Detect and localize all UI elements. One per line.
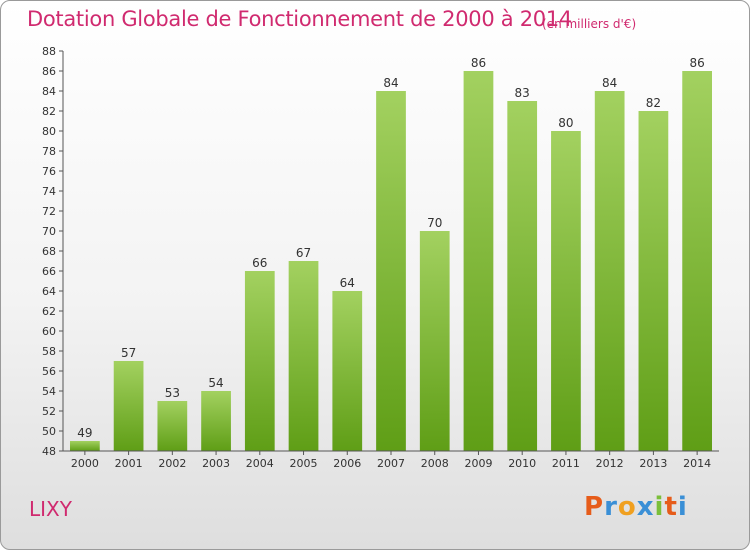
x-tick-label: 2011 <box>552 457 580 470</box>
bar-value-label: 64 <box>340 276 355 290</box>
bar-value-label: 57 <box>121 346 136 360</box>
bars: 49 57 53 54 66 67 64 84 70 86 83 80 84 82 86 <box>69 56 713 451</box>
bar-value-label: 84 <box>602 76 617 90</box>
bar-value-label: 82 <box>646 96 661 110</box>
x-tick-label: 2000 <box>71 457 99 470</box>
bar <box>682 71 713 451</box>
bar-value-label: 49 <box>77 426 92 440</box>
bar <box>594 91 625 451</box>
bar <box>288 261 319 451</box>
y-tick-label: 50 <box>42 425 56 438</box>
commune-name: LIXY <box>29 497 72 521</box>
y-tick-label: 86 <box>42 65 56 78</box>
logo-letter: i <box>654 492 665 522</box>
y-tick-label: 78 <box>42 145 56 158</box>
bar <box>638 111 669 451</box>
bar <box>332 291 363 451</box>
y-tick-label: 62 <box>42 305 56 318</box>
bar-value-label: 86 <box>689 56 704 70</box>
y-tick-label: 68 <box>42 245 56 258</box>
bar-value-label: 80 <box>558 116 573 130</box>
y-tick-label: 60 <box>42 325 56 338</box>
x-tick-label: 2010 <box>508 457 536 470</box>
x-tick-label: 2009 <box>464 457 492 470</box>
x-tick-label: 2013 <box>639 457 667 470</box>
y-tick-label: 56 <box>42 365 56 378</box>
y-tick-label: 48 <box>42 445 56 458</box>
y-axis: 48 50 52 54 56 58 60 62 64 66 68 70 72 74 76 78 80 82 84 86… <box>42 45 64 458</box>
chart-title: Dotation Globale de Fonctionnement de 20… <box>27 7 572 31</box>
y-tick-label: 54 <box>42 385 56 398</box>
x-tick-label: 2012 <box>596 457 624 470</box>
bar-value-label: 86 <box>471 56 486 70</box>
y-tick-label: 70 <box>42 225 56 238</box>
x-tick-label: 2003 <box>202 457 230 470</box>
bar <box>244 271 275 451</box>
x-tick-label: 2005 <box>290 457 318 470</box>
y-tick-label: 82 <box>42 105 56 118</box>
y-tick-label: 66 <box>42 265 56 278</box>
bar <box>463 71 494 451</box>
x-tick-label: 2002 <box>158 457 186 470</box>
logo-letter: o <box>617 492 637 522</box>
x-tick-label: 2007 <box>377 457 405 470</box>
bar <box>376 91 406 451</box>
chart-subtitle: (en milliers d'€) <box>542 17 637 31</box>
y-tick-label: 52 <box>42 405 56 418</box>
logo-letter: r <box>604 492 618 522</box>
bar-value-label: 70 <box>427 216 442 230</box>
bar <box>69 441 100 451</box>
x-tick-label: 2001 <box>115 457 143 470</box>
bar-value-label: 54 <box>208 376 223 390</box>
bar-value-label: 83 <box>515 86 530 100</box>
y-tick-label: 88 <box>42 45 56 58</box>
bar-value-label: 66 <box>252 256 267 270</box>
bar <box>201 391 231 451</box>
bar <box>419 231 450 451</box>
logo-letter: t <box>664 492 678 522</box>
y-tick-label: 84 <box>42 85 56 98</box>
x-tick-label: 2014 <box>683 457 711 470</box>
x-tick-label: 2004 <box>246 457 274 470</box>
y-tick-label: 76 <box>42 165 56 178</box>
logo-letter: P <box>584 492 605 522</box>
y-tick-label: 64 <box>42 285 56 298</box>
bar <box>551 131 581 451</box>
logo-letter: i <box>677 492 688 522</box>
bar <box>157 401 188 451</box>
x-tick-label: 2008 <box>421 457 449 470</box>
bar-value-label: 67 <box>296 246 311 260</box>
x-tick-label: 2006 <box>333 457 361 470</box>
bar-value-label: 53 <box>165 386 180 400</box>
x-axis: 2000 2001 2002 2003 2004 2005 2006 2007 2008 2009… <box>63 450 719 470</box>
y-tick-label: 74 <box>42 185 56 198</box>
proxiti-logo[interactable]: Proxiti <box>584 492 688 522</box>
y-tick-label: 80 <box>42 125 56 138</box>
bar <box>507 101 538 451</box>
y-tick-label: 58 <box>42 345 56 358</box>
bar <box>113 361 144 451</box>
logo-letter: x <box>636 492 655 522</box>
bar-value-label: 84 <box>383 76 398 90</box>
y-tick-label: 72 <box>42 205 56 218</box>
